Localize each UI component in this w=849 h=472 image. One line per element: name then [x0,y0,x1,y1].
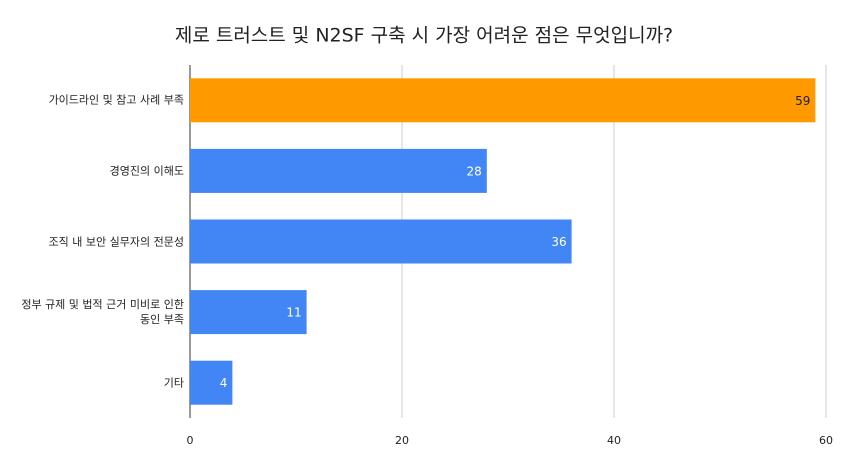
value-label: 28 [467,164,482,178]
y-tick-label: 정부 규제 및 법적 근거 미비로 인한 동인 부족 [21,298,184,327]
value-label: 36 [551,235,566,249]
y-tick-label: 조직 내 보안 실무자의 전문성 [48,235,184,248]
x-tick-label: 60 [819,434,833,447]
bar [190,78,816,123]
bar [190,148,487,193]
bar [190,290,307,335]
y-tick-label: 가이드라인 및 참고 사례 부족 [48,93,184,107]
x-tick-label: 0 [187,434,194,447]
x-tick-label: 40 [607,434,621,447]
bar [190,219,572,264]
value-label: 59 [795,94,810,108]
chart-title: 제로 트러스트 및 N2SF 구축 시 가장 어려운 점은 무엇입니까? [175,25,673,47]
value-label: 11 [286,306,301,320]
value-label: 4 [220,376,228,390]
bar [190,360,233,405]
x-tick-label: 20 [395,434,409,447]
y-tick-label: 기타 [163,376,184,390]
y-tick-label: 경영진의 이해도 [109,164,184,178]
